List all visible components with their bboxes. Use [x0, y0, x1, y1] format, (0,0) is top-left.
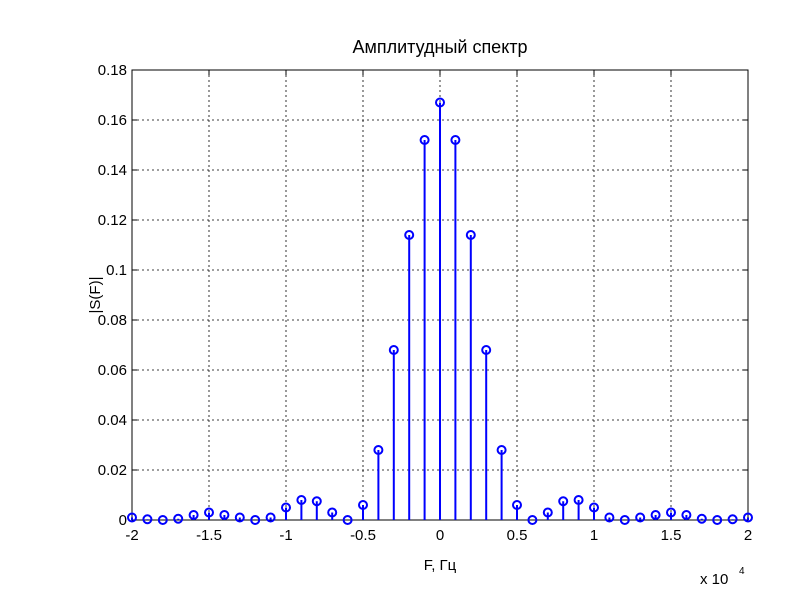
- x-scale-exponent: 4: [739, 566, 745, 577]
- y-tick-label: 0: [119, 512, 127, 529]
- stem-marker: [696, 513, 707, 524]
- stem-marker: [435, 97, 445, 108]
- y-tick-label: 0.12: [98, 212, 127, 229]
- stem-marker: [219, 510, 230, 520]
- stem-marker: [173, 513, 184, 524]
- stem-marker: [358, 500, 368, 510]
- chart-title: Амплитудный спектр: [352, 37, 527, 57]
- x-tick-label: -1: [279, 527, 292, 544]
- y-tick-label: 0.02: [98, 462, 127, 479]
- stem-marker: [573, 495, 584, 505]
- y-tick-label: 0.08: [98, 312, 127, 329]
- stem-marker: [619, 515, 630, 525]
- stem-marker: [589, 502, 599, 513]
- stem-marker: [650, 510, 661, 520]
- stem-marker: [311, 496, 322, 507]
- stem-marker: [296, 495, 307, 505]
- stem-marker: [743, 512, 753, 523]
- stem-marker: [373, 445, 384, 455]
- x-tick-label: 0.5: [507, 527, 528, 544]
- stem-marker: [419, 135, 430, 145]
- y-tick-label: 0.14: [98, 162, 127, 179]
- stem-marker: [342, 515, 353, 525]
- stem-marker: [604, 512, 615, 523]
- stem-marker: [265, 512, 276, 523]
- stem-marker: [388, 345, 399, 355]
- x-tick-label: 2: [744, 527, 752, 544]
- x-tick-label: 1: [590, 527, 598, 544]
- stem-marker: [712, 515, 723, 525]
- stem-marker: [234, 512, 245, 523]
- stem-marker: [635, 512, 646, 523]
- stem-marker: [558, 496, 569, 507]
- stem-marker: [542, 507, 553, 518]
- y-tick-label: 0.18: [98, 62, 127, 79]
- y-tick-label: 0.06: [98, 362, 127, 379]
- stem-marker: [250, 515, 261, 525]
- stem-marker: [404, 230, 415, 240]
- y-tick-label: 0.1: [106, 262, 127, 279]
- stem-marker: [450, 135, 461, 145]
- stem-marker: [327, 507, 338, 518]
- stem-marker: [481, 345, 492, 355]
- stem-marker: [681, 510, 692, 520]
- x-scale-base: x 10: [700, 571, 728, 588]
- y-axis-label: |S(F)|: [87, 277, 104, 314]
- stem-marker: [465, 230, 476, 240]
- x-tick-label: -2: [125, 527, 138, 544]
- x-axis-label: F, Гц: [424, 557, 457, 574]
- x-tick-label: 0: [436, 527, 444, 544]
- stem-marker: [496, 445, 507, 455]
- y-tick-label: 0.04: [98, 412, 127, 429]
- x-tick-label: -1.5: [196, 527, 222, 544]
- stem-marker: [527, 515, 538, 525]
- stem-marker: [727, 514, 738, 525]
- stem-marker: [157, 515, 168, 525]
- stem-marker: [666, 507, 676, 518]
- stem-marker: [281, 502, 291, 513]
- x-tick-label: -0.5: [350, 527, 376, 544]
- y-tick-label: 0.16: [98, 112, 127, 129]
- x-tick-label: 1.5: [661, 527, 682, 544]
- stem-marker: [188, 510, 199, 520]
- stem-marker: [512, 500, 522, 510]
- stem-marker: [142, 514, 153, 525]
- stem-marker: [204, 507, 214, 518]
- stem-marker: [127, 512, 137, 523]
